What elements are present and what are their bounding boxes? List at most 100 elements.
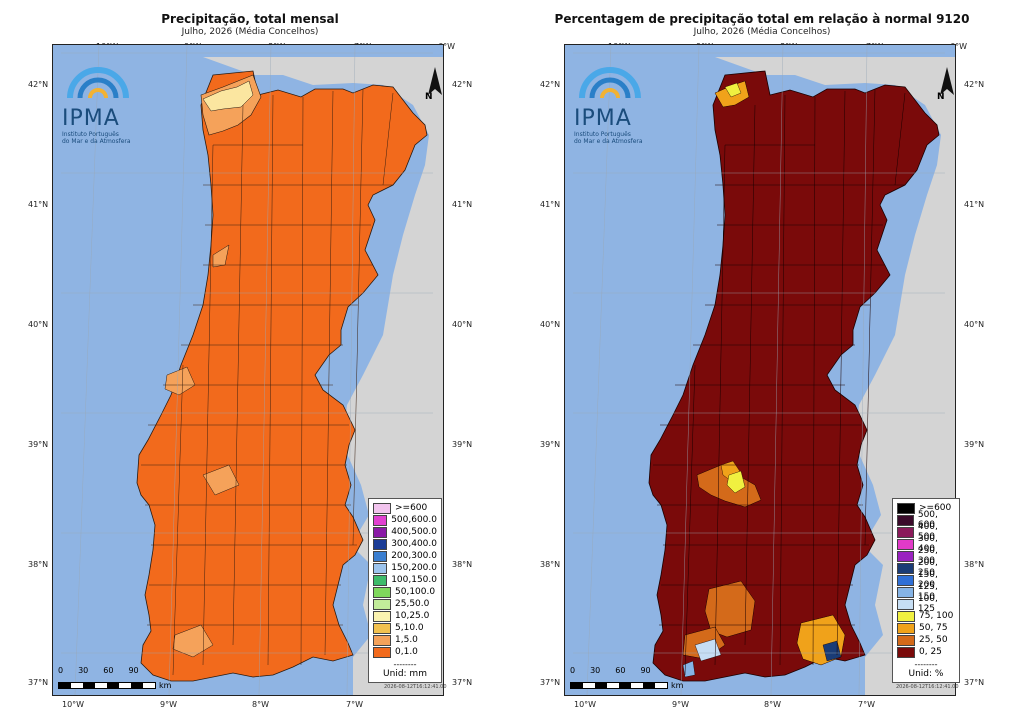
legend-swatch: [373, 550, 388, 562]
logo-sub-line2: do Mar e da Atmosfera: [62, 138, 131, 145]
scale-tick: 0: [58, 666, 64, 675]
lon-label-bottom: 8°W: [252, 700, 269, 709]
legend-item: 0,1.0: [373, 646, 437, 658]
scale-tick: 30: [590, 666, 601, 675]
lat-label: 38°N: [540, 560, 561, 569]
algarve-deep-region: [822, 640, 842, 662]
legend-item: 300, 400: [897, 534, 955, 554]
scale-tick: 60: [103, 666, 114, 675]
legend-label: 400,500.0: [391, 527, 437, 537]
legend-item: 125, 150: [897, 582, 955, 602]
right-map-title: Percentagem de precipitação total em rel…: [554, 12, 970, 26]
municipality-boundaries: [653, 88, 906, 676]
legend-item: >=600: [373, 502, 437, 514]
legend-label: 100,150.0: [391, 575, 437, 585]
lat-label: 38°N: [28, 560, 49, 569]
scale-bar: 0 30 60 90 km: [570, 666, 683, 690]
legend-unit: Unid: mm: [383, 669, 427, 679]
legend-item: 100,150.0: [373, 574, 437, 586]
minho-region: [202, 80, 254, 112]
left-legend: >=600 500,600.0 400,500.0 300,400.0 200,300.…: [368, 498, 442, 683]
legend-label: 50,100.0: [395, 587, 436, 597]
lat-label-right: 38°N: [452, 560, 473, 569]
lat-label-right: 37°N: [964, 678, 985, 687]
scale-tick: 90: [640, 666, 651, 675]
legend-item: 200,300.0: [373, 550, 437, 562]
lat-label-right: 41°N: [452, 200, 473, 209]
legend-item: 400,500.0: [373, 526, 437, 538]
latitude-grid: [61, 52, 433, 654]
legend-swatch: [897, 526, 914, 538]
legend-item: 10,25.0: [373, 610, 437, 622]
legend-label: >=600: [395, 503, 428, 513]
setubal-yellow-region: [726, 470, 746, 494]
right-map-frame[interactable]: [564, 44, 956, 696]
legend-label: 5,10.0: [395, 623, 424, 633]
legend-separator: --------: [393, 660, 417, 669]
lon-label-bottom: 10°W: [62, 700, 85, 709]
legend-swatch: [897, 514, 914, 526]
lat-label: 39°N: [28, 440, 49, 449]
legend-swatch: [373, 610, 391, 622]
municipality-boundaries: [141, 88, 394, 676]
legend-item: 0, 25: [897, 646, 955, 658]
lat-label: 37°N: [28, 678, 49, 687]
legend-item: 500, 600: [897, 510, 955, 530]
legend-label: 150, 200: [917, 570, 938, 590]
lat-label: 41°N: [540, 200, 561, 209]
left-legend-rows: >=600 500,600.0 400,500.0 300,400.0 200,300.…: [373, 502, 437, 658]
legend-label: 200, 250: [917, 558, 938, 578]
legend-swatch: [373, 562, 388, 574]
left-map-title: Precipitação, total mensal: [161, 12, 339, 26]
legend-swatch: [897, 562, 914, 574]
logo-sub-line1: Instituto Português: [62, 131, 119, 138]
legend-label: 400, 500: [917, 522, 938, 542]
right-map-svg[interactable]: [565, 45, 955, 695]
legend-swatch: [373, 526, 388, 538]
lon-label-bottom: 8°W: [764, 700, 781, 709]
legend-item: 1,5.0: [373, 634, 437, 646]
lat-label: 42°N: [540, 80, 561, 89]
legend-label: 100, 125: [917, 594, 938, 614]
logo-arc-icon: [579, 67, 641, 99]
legend-swatch: [373, 586, 391, 598]
right-map-panel: Percentagem de precipitação total em rel…: [512, 0, 1024, 720]
scale-bar-graphic: [570, 682, 668, 689]
lat-label-right: 42°N: [964, 80, 985, 89]
legend-label: 200,300.0: [391, 551, 437, 561]
legend-item: 50,100.0: [373, 586, 437, 598]
legend-swatch: [373, 502, 391, 514]
lat-label-right: 40°N: [452, 320, 473, 329]
logo-sub-line2: do Mar e da Atmosfera: [574, 138, 643, 145]
scale-tick: 30: [78, 666, 89, 675]
legend-label: 300, 400: [917, 534, 938, 554]
legend-swatch: [897, 598, 914, 610]
legend-swatch: [897, 622, 915, 634]
legend-item: 500,600.0: [373, 514, 437, 526]
lat-label: 37°N: [540, 678, 561, 687]
north-label: N: [937, 92, 945, 102]
legend-label: 150,200.0: [391, 563, 437, 573]
portugal-land-right: [648, 70, 940, 682]
latitude-grid: [573, 52, 945, 654]
legend-unit: Unid: %: [908, 669, 944, 679]
legend-swatch: [373, 646, 391, 658]
legend-swatch: [897, 634, 915, 646]
legend-item: 150,200.0: [373, 562, 437, 574]
legend-swatch: [373, 574, 388, 586]
logo-brand-text: IPMA: [62, 106, 120, 131]
legend-item: 150, 200: [897, 570, 955, 590]
legend-label: 300,400.0: [391, 539, 437, 549]
legend-item: 25, 50: [897, 634, 955, 646]
legend-item: 25,50.0: [373, 598, 437, 610]
right-legend-rows: >=600 500, 600 400, 500 300, 400 250, 300 200…: [897, 502, 955, 658]
legend-label: 50, 75: [919, 623, 948, 633]
setubal-region: [202, 464, 240, 496]
legend-label: >=600: [919, 503, 952, 513]
logo-brand-text: IPMA: [574, 106, 632, 131]
lat-label-right: 39°N: [452, 440, 473, 449]
lat-label: 41°N: [28, 200, 49, 209]
legend-item: 75, 100: [897, 610, 955, 622]
minho-sub-region: [724, 82, 742, 98]
lat-label: 40°N: [28, 320, 49, 329]
